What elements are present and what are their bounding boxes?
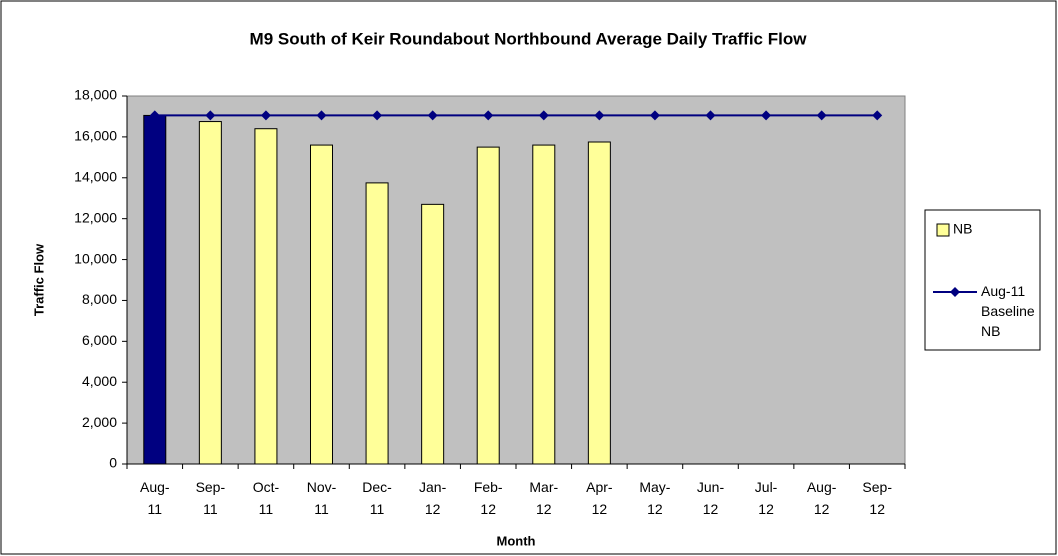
chart-title: M9 South of Keir Roundabout Northbound A… <box>250 29 808 48</box>
marker <box>872 110 883 121</box>
x-tick-label: Apr-12 <box>586 479 613 517</box>
marker <box>149 110 160 121</box>
legend-swatch <box>936 223 950 237</box>
marker <box>427 110 438 121</box>
bar <box>254 128 278 465</box>
legend-label: NB <box>953 221 972 237</box>
bar <box>143 114 167 465</box>
marker <box>205 110 216 121</box>
y-tick-label: 10,000 <box>74 250 117 266</box>
x-tick-label: May-12 <box>639 479 670 517</box>
bar <box>532 144 556 465</box>
y-tick-label: 16,000 <box>74 128 117 144</box>
x-tick-label: Jun-12 <box>697 479 725 517</box>
bar <box>587 141 611 465</box>
legend-marker <box>950 287 960 297</box>
bar <box>365 182 389 465</box>
plot-area <box>126 95 906 465</box>
marker <box>761 110 772 121</box>
x-tick-label: Jan-12 <box>419 479 447 517</box>
x-tick-label: Oct-11 <box>253 479 280 517</box>
y-tick-label: 4,000 <box>82 373 117 389</box>
x-tick-label: Sep-12 <box>862 479 892 517</box>
y-tick-label: 8,000 <box>82 291 117 307</box>
y-tick-label: 6,000 <box>82 332 117 348</box>
marker <box>260 110 271 121</box>
y-axis-label: Traffic Flow <box>31 243 46 316</box>
marker <box>483 110 494 121</box>
marker <box>816 110 827 121</box>
marker <box>649 110 660 121</box>
bar <box>198 121 222 465</box>
x-tick-label: Aug-12 <box>807 479 837 517</box>
y-tick-label: 14,000 <box>74 168 117 184</box>
x-tick-label: Aug-11 <box>140 479 170 517</box>
x-tick-label: Dec-11 <box>362 479 392 517</box>
y-tick-label: 0 <box>109 455 117 471</box>
marker <box>705 110 716 121</box>
bar <box>310 144 333 465</box>
legend-label: Aug-11 Baseline NB <box>981 283 1035 339</box>
x-tick-label: Nov-11 <box>307 479 337 517</box>
y-tick-label: 12,000 <box>74 209 117 225</box>
y-tick-label: 18,000 <box>74 87 117 103</box>
x-tick-label: Sep-11 <box>196 479 226 517</box>
marker <box>538 110 549 121</box>
marker <box>594 110 605 121</box>
marker <box>372 110 383 121</box>
marker <box>316 110 327 121</box>
x-tick-label: Mar-12 <box>529 479 558 517</box>
y-tick-label: 2,000 <box>82 414 117 430</box>
x-tick-label: Jul-12 <box>755 479 778 517</box>
bar <box>421 203 445 465</box>
x-tick-label: Feb-12 <box>474 479 503 517</box>
x-axis-label: Month <box>497 533 536 548</box>
bar <box>476 146 500 465</box>
